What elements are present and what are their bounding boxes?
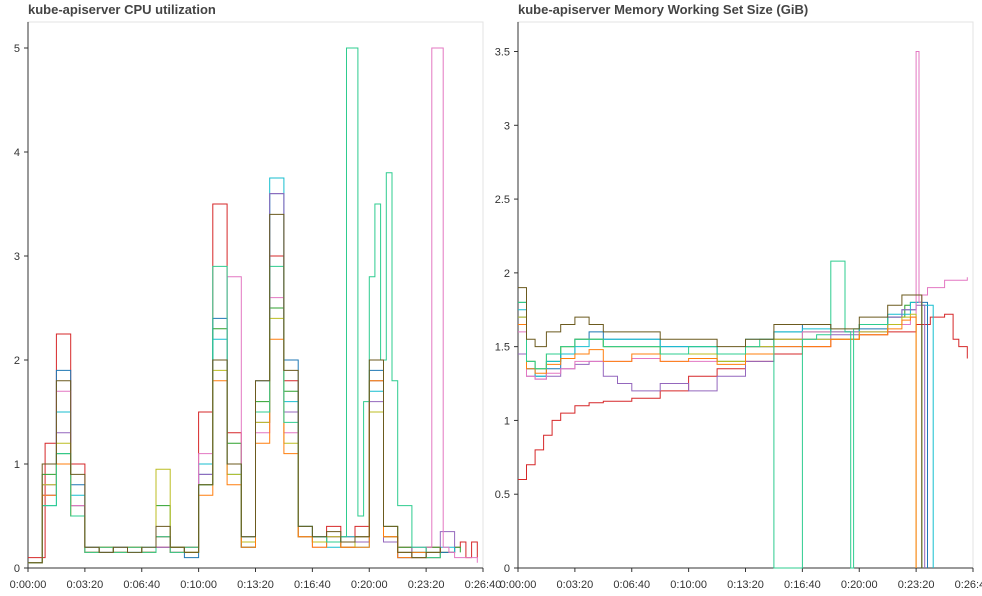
- series-line-1: [518, 301, 923, 568]
- y-tick-label: 0: [504, 563, 510, 575]
- series-group: [28, 47, 478, 564]
- y-tick-label: 2: [14, 355, 20, 367]
- axes: 0 1 2 3 4 5 0:00:00 0:03:20 0:06:40 0:10:00 0:13:2…: [10, 22, 502, 591]
- chart-title: kube-apiserver Memory Working Set Size (…: [518, 2, 808, 17]
- series-line-9: [518, 287, 923, 568]
- series-line-7: [28, 338, 441, 564]
- series-line-0: [518, 313, 968, 480]
- y-tick-label: 2.5: [495, 194, 510, 206]
- cpu-utilization-chart: kube-apiserver CPU utilization 0 1 2 3 4 5 0:0…: [10, 2, 502, 591]
- series-line-5: [28, 47, 478, 564]
- series-line-6: [28, 317, 441, 564]
- y-tick-label: 2: [504, 268, 510, 280]
- x-tick-label: 0:13:20: [727, 579, 764, 591]
- chart-title: kube-apiserver CPU utilization: [28, 2, 216, 17]
- series-line-4: [518, 304, 926, 568]
- x-tick-label: 0:03:20: [67, 579, 104, 591]
- series-line-8: [28, 47, 441, 564]
- x-tick-label: 0:10:00: [670, 579, 707, 591]
- series-line-8: [518, 260, 889, 569]
- series-line-9: [28, 213, 441, 564]
- y-tick-label: 1.5: [495, 342, 510, 354]
- x-tick-label: 0:16:40: [784, 579, 821, 591]
- series-line-5: [518, 51, 968, 380]
- y-tick-label: 1: [14, 459, 20, 471]
- y-tick-label: 1: [504, 415, 510, 427]
- series-line-3: [518, 301, 934, 568]
- series-line-0: [28, 203, 478, 559]
- y-tick-label: 0.5: [495, 489, 510, 501]
- series-line-1: [28, 307, 461, 564]
- x-tick-label: 0:06:40: [123, 579, 160, 591]
- x-tick-label: 0:13:20: [237, 579, 274, 591]
- y-tick-label: 0: [14, 563, 20, 575]
- x-tick-label: 0:23:20: [898, 579, 935, 591]
- y-tick-label: 3: [504, 120, 510, 132]
- x-tick-label: 0:10:00: [180, 579, 217, 591]
- x-tick-label: 0:26:40: [955, 579, 982, 591]
- x-tick-label: 0:23:20: [408, 579, 445, 591]
- x-tick-label: 0:00:00: [10, 579, 47, 591]
- series-group: [518, 51, 968, 569]
- x-tick-label: 0:20:00: [351, 579, 388, 591]
- y-tick-label: 5: [14, 43, 20, 55]
- axes: 0 0.5 1 1.5 2 2.5 3 3.5 0:00:00 0:03:20 0:06:40 0:1…: [495, 22, 982, 591]
- x-tick-label: 0:03:20: [557, 579, 594, 591]
- x-tick-label: 0:00:00: [500, 579, 537, 591]
- x-tick-label: 0:20:00: [841, 579, 878, 591]
- series-line-2: [518, 301, 928, 568]
- y-tick-label: 4: [14, 147, 20, 159]
- memory-working-set-chart: kube-apiserver Memory Working Set Size (…: [495, 2, 982, 591]
- x-tick-label: 0:06:40: [613, 579, 650, 591]
- y-tick-label: 3.5: [495, 47, 510, 59]
- x-tick-label: 0:26:40: [465, 579, 502, 591]
- x-tick-label: 0:16:40: [294, 579, 331, 591]
- series-line-7: [518, 316, 917, 568]
- y-tick-label: 3: [14, 251, 20, 263]
